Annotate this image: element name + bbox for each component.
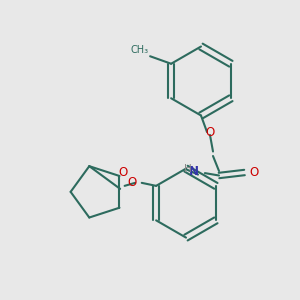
Text: H: H xyxy=(184,164,192,174)
Text: O: O xyxy=(118,166,128,179)
Text: O: O xyxy=(249,166,258,179)
Text: O: O xyxy=(206,125,214,139)
Text: N: N xyxy=(189,165,199,178)
Text: O: O xyxy=(128,176,136,189)
Text: CH₃: CH₃ xyxy=(130,45,148,55)
